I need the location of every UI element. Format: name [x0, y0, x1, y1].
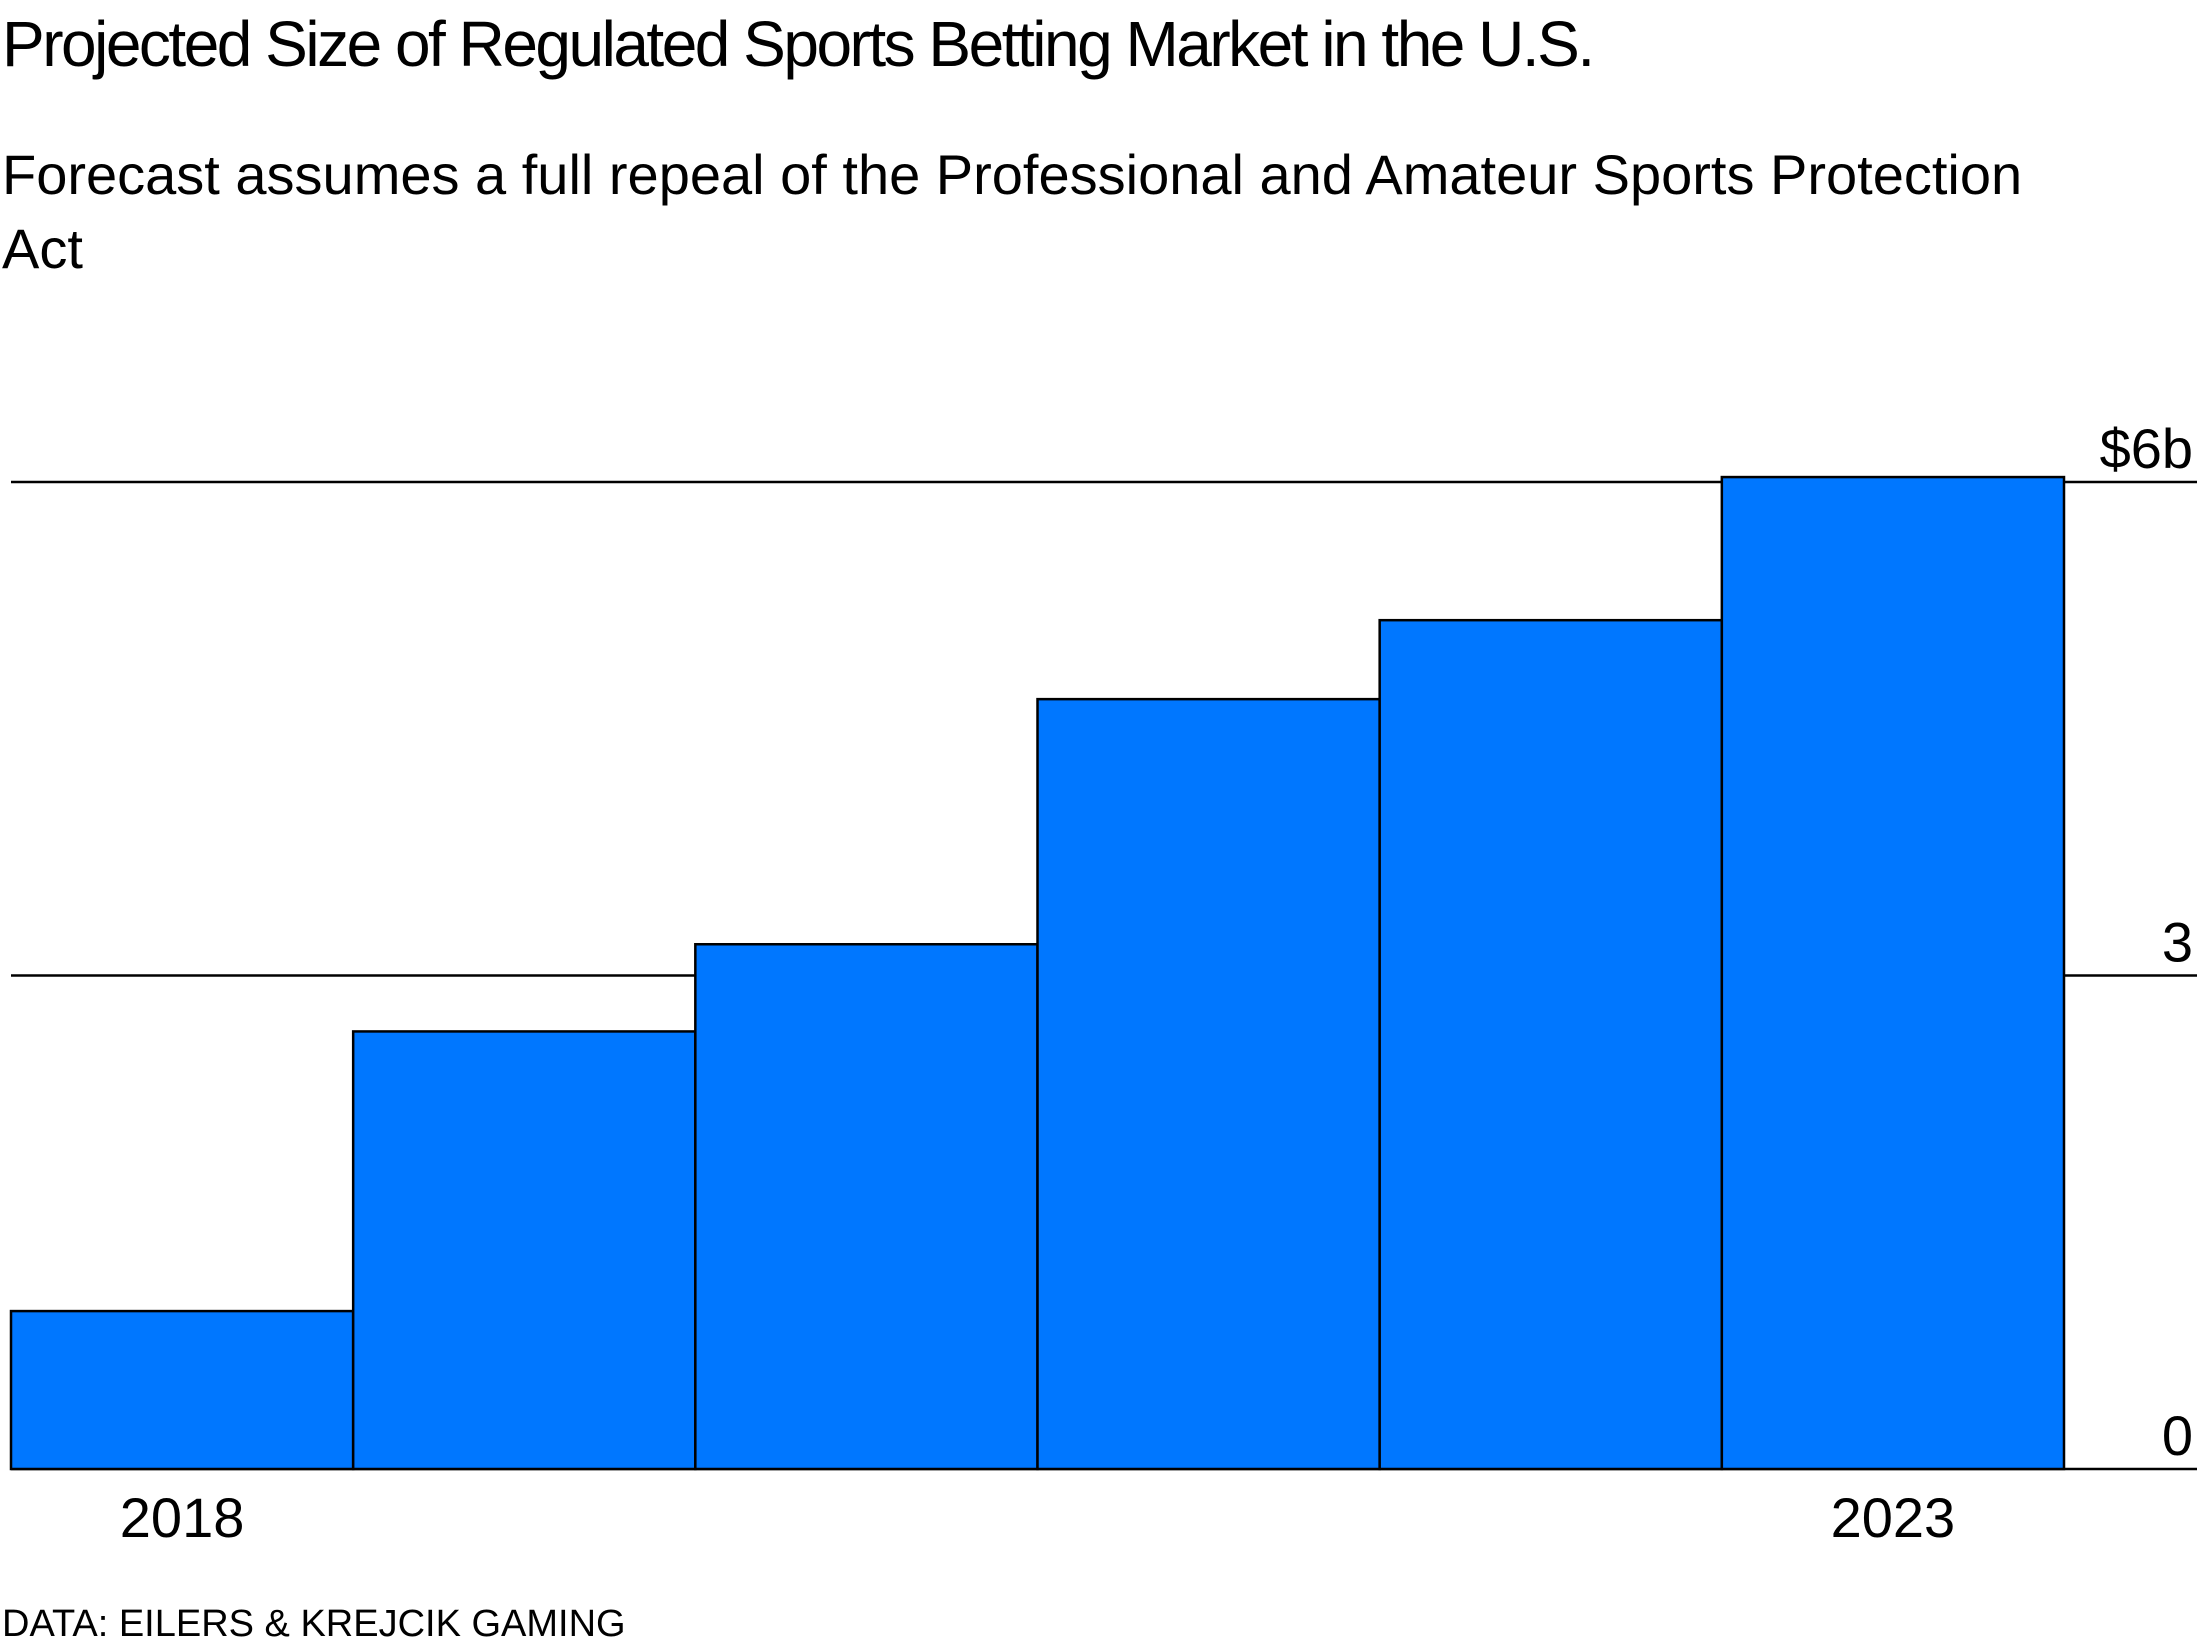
bar-2020 [694, 942, 1039, 1471]
bar-2023 [1720, 475, 2066, 1471]
bar-2021 [1036, 697, 1381, 1471]
bar-2018 [9, 1309, 355, 1471]
y-tick-label-6: $6b [2100, 417, 2193, 480]
chart-subtitle: Forecast assumes a full repeal of the Pr… [2, 143, 2023, 280]
y-axis-labels: $6b 3 0 [2100, 417, 2193, 1467]
y-tick-label-3: 3 [2162, 911, 2193, 974]
x-axis-labels: 2018 2023 [120, 1486, 1955, 1549]
x-tick-label-2023: 2023 [1831, 1486, 1956, 1549]
bar-2022 [1378, 618, 1724, 1471]
y-tick-label-0: 0 [2162, 1404, 2193, 1467]
x-tick-label-2018: 2018 [120, 1486, 245, 1549]
data-source: DATA: EILERS & KREJCIK GAMING [2, 1603, 626, 1645]
chart-title: Projected Size of Regulated Sports Betti… [2, 8, 1595, 80]
bars [9, 475, 2066, 1471]
bar-2019 [351, 1030, 697, 1471]
